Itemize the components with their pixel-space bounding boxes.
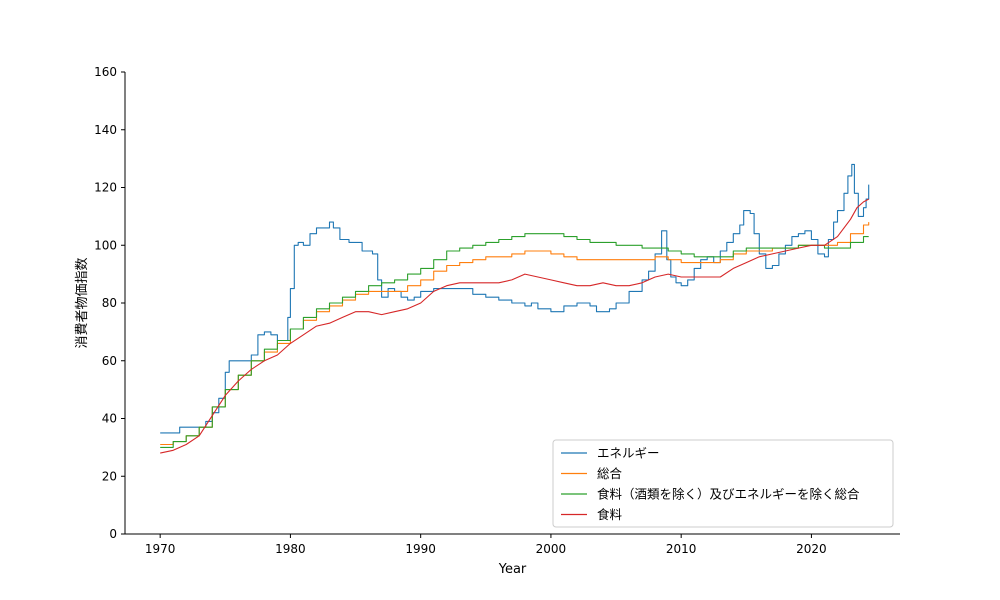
series-layer [160, 163, 870, 454]
x-tick-label: 1990 [405, 542, 436, 556]
legend-entry: エネルギー [597, 446, 660, 461]
axes-layer: 0 20 40 60 80 100 120 140 160 1970 1980 1990 2000 201… [94, 65, 900, 556]
y-tick-label: 60 [102, 354, 117, 368]
y-tick-label: 160 [94, 65, 117, 79]
x-tick-label: 1970 [145, 542, 176, 556]
y-tick-label: 0 [109, 527, 117, 541]
legend-entry: 食料（酒類を除く）及びエネルギーを除く総合 [597, 487, 860, 502]
x-axis-label: Year [498, 562, 527, 577]
y-tick-label: 20 [102, 469, 117, 483]
series-line-3 [160, 198, 869, 454]
y-axis-label: 消費者物価指数 [75, 257, 90, 348]
legend-entry: 総合 [597, 466, 623, 481]
series-line-2 [160, 233, 869, 448]
x-tick-label: 2010 [666, 542, 697, 556]
x-tick-label: 2020 [796, 542, 827, 556]
series-line-0 [160, 163, 870, 434]
x-tick-label: 2000 [536, 542, 567, 556]
legend-entry: 食料 [597, 507, 623, 522]
y-tick-label: 140 [94, 123, 117, 137]
y-tick-label: 40 [102, 412, 117, 426]
legend-frame [552, 439, 894, 528]
y-tick-label: 80 [102, 296, 117, 310]
y-tick-label: 100 [94, 238, 117, 252]
x-tick-label: 1980 [275, 542, 306, 556]
series-line-1 [160, 222, 870, 446]
y-tick-label: 120 [94, 181, 117, 195]
